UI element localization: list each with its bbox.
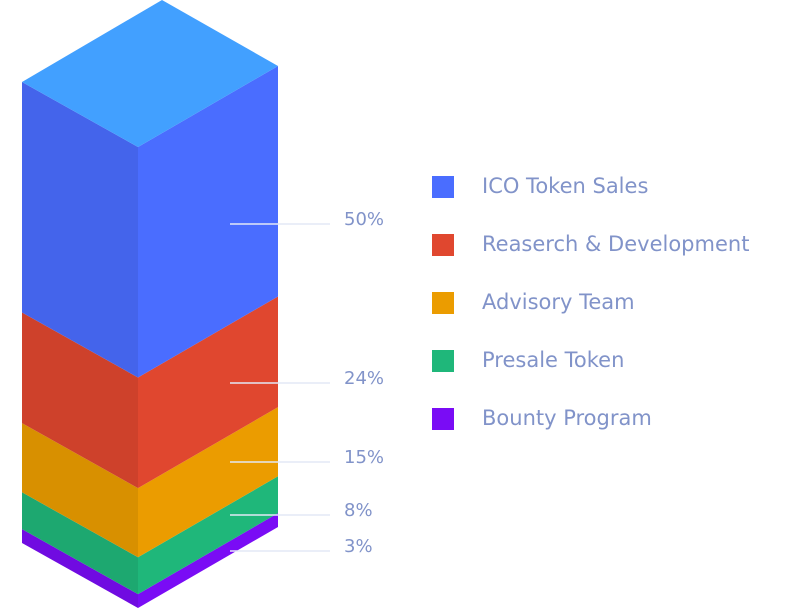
- block-right-face: [138, 476, 278, 595]
- legend-swatch: [432, 408, 454, 430]
- legend-label: Bounty Program: [482, 406, 652, 430]
- legend-swatch: [432, 176, 454, 198]
- block-left-face: [22, 312, 138, 489]
- block-right-face: [138, 66, 278, 378]
- legend-label: Presale Token: [482, 348, 624, 372]
- value-label: 3%: [344, 536, 373, 557]
- legend-swatch: [432, 292, 454, 314]
- block-left-face: [22, 82, 138, 378]
- value-label: 8%: [344, 500, 373, 521]
- block-top-face: [22, 0, 278, 147]
- value-label: 50%: [344, 209, 384, 230]
- legend-label: Advisory Team: [482, 290, 635, 314]
- legend-label: Reaserch & Development: [482, 232, 749, 256]
- block-right-face: [138, 296, 278, 489]
- block-left-face: [22, 492, 138, 595]
- block-right-face: [138, 407, 278, 558]
- block-left-face: [22, 529, 138, 608]
- legend-swatch: [432, 350, 454, 372]
- value-label: 15%: [344, 447, 384, 468]
- block-right-face: [138, 513, 278, 608]
- block-left-face: [22, 423, 138, 558]
- legend-label: ICO Token Sales: [482, 174, 648, 198]
- legend-swatch: [432, 234, 454, 256]
- value-label: 24%: [344, 368, 384, 389]
